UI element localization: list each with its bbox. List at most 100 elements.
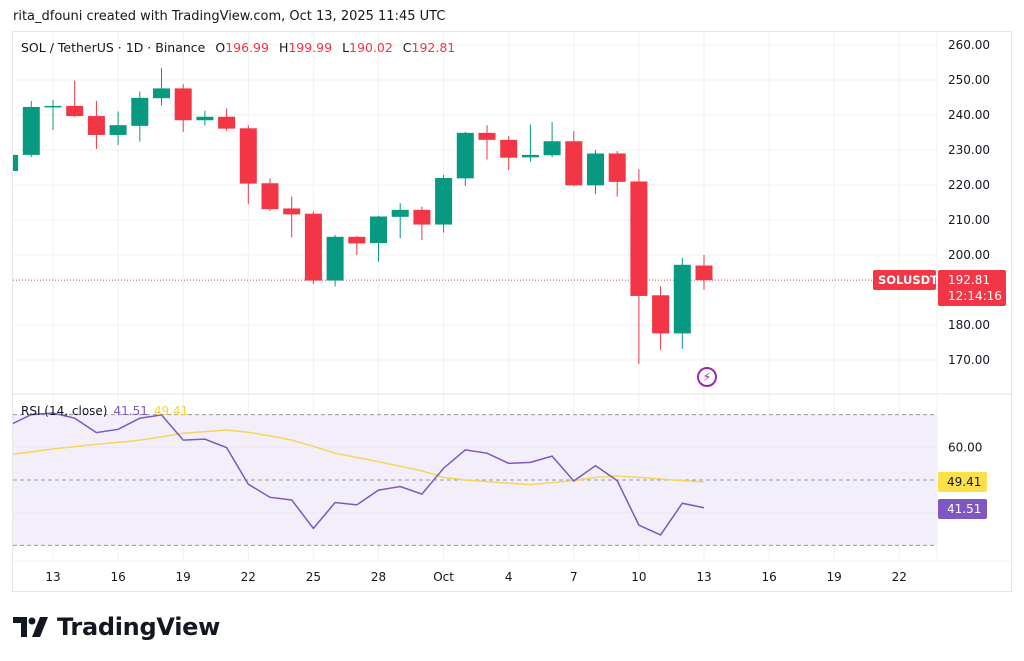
candle-2025-09-29: [391, 203, 409, 239]
candle-2025-10-02: [456, 131, 474, 187]
symbol-badge: SOLUSDT: [873, 270, 938, 290]
candle-2025-09-27: [348, 235, 366, 255]
candle-2025-10-05: [521, 124, 539, 162]
low-label: L: [342, 40, 350, 55]
x-tick-label: 25: [306, 570, 321, 584]
x-tick-label: 22: [241, 570, 256, 584]
tradingview-logo[interactable]: TradingView: [13, 613, 220, 641]
x-tick-label: 7: [570, 570, 578, 584]
candle-2025-10-09: [608, 151, 626, 197]
candle-body: [109, 125, 127, 135]
candle-body: [153, 88, 170, 99]
candle-body: [456, 132, 474, 179]
candle-body: [283, 208, 301, 215]
candle-2025-09-20: [196, 110, 214, 126]
candle-body: [565, 141, 583, 186]
candle-2025-09-19: [174, 84, 192, 132]
candle-body: [131, 97, 149, 126]
x-tick-label: 19: [176, 570, 191, 584]
x-tick-label: 16: [110, 570, 125, 584]
y-tick-label: 220.00: [948, 178, 990, 192]
candle-2025-10-06: [543, 122, 561, 158]
candle-2025-09-22: [239, 125, 257, 204]
candle-2025-10-07: [565, 131, 583, 187]
chart-credit: rita_dfouni created with TradingView.com…: [13, 9, 446, 24]
candle-2025-10-13: [695, 255, 713, 290]
symbol-title[interactable]: SOL / TetherUS · 1D · Binance: [21, 40, 206, 55]
candle-body: [196, 116, 214, 121]
candle-2025-09-11: [13, 154, 19, 171]
candle-2025-09-21: [218, 108, 236, 131]
candle-body: [239, 128, 257, 184]
candle-2025-09-26: [326, 235, 344, 287]
candle-body: [370, 216, 387, 244]
candle-2025-09-13: [44, 99, 62, 131]
candle-2025-09-14: [66, 80, 84, 118]
close-label: C: [402, 40, 412, 55]
rsi-tick-label: 60.00: [948, 440, 982, 454]
x-tick-label: 22: [892, 570, 907, 584]
candle-2025-09-24: [283, 196, 301, 238]
candle-body: [478, 132, 496, 140]
y-tick-label: 260.00: [948, 38, 990, 52]
last-price-badge: 192.81 12:14:16: [938, 270, 1006, 306]
candle-body: [673, 264, 691, 334]
candle-body: [22, 106, 40, 155]
candle-body: [521, 154, 539, 158]
low-value: 190.02: [349, 40, 393, 55]
tradingview-logo-icon: [13, 617, 48, 637]
x-tick-label: 4: [505, 570, 513, 584]
candle-body: [543, 141, 561, 156]
last-price: 192.81: [948, 273, 990, 287]
y-tick-label: 200.00: [948, 248, 990, 262]
lightning-icon[interactable]: ⚡: [697, 367, 717, 387]
x-tick-label: 13: [696, 570, 711, 584]
candle-body: [695, 265, 713, 281]
chart-frame: [12, 31, 1012, 592]
candle-2025-10-03: [478, 125, 496, 160]
candle-2025-09-12: [22, 101, 40, 157]
candle-body: [500, 139, 518, 158]
candle-2025-10-04: [500, 136, 518, 170]
x-tick-label: 28: [371, 570, 386, 584]
high-value: 199.99: [288, 40, 333, 55]
candle-body: [218, 116, 236, 129]
candle-body: [630, 181, 648, 296]
candle-body: [304, 213, 322, 281]
candle-2025-09-15: [87, 101, 105, 149]
y-tick-label: 210.00: [948, 213, 990, 227]
candle-2025-10-08: [587, 150, 604, 195]
rsi-badge: 41.51: [938, 499, 987, 519]
rsi-legend: RSI (14, close) 41.51 49.41: [21, 404, 188, 418]
rsi-legend-value: 41.51: [113, 404, 148, 418]
candle-2025-10-10: [630, 169, 648, 364]
candle-2025-10-11: [652, 286, 670, 350]
candle-2025-10-12: [673, 257, 691, 349]
symbol-legend: SOL / TetherUS · 1D · Binance O196.99 H1…: [21, 40, 455, 55]
candle-body: [261, 183, 279, 210]
candles: [13, 68, 937, 364]
high-label: H: [278, 40, 289, 55]
open-value: 196.99: [225, 40, 269, 55]
candle-body: [587, 153, 604, 186]
candle-2025-09-18: [153, 68, 170, 106]
candle-body: [413, 209, 431, 225]
candle-2025-10-01: [435, 174, 453, 233]
candle-body: [44, 105, 62, 108]
candle-body: [326, 236, 344, 281]
candle-2025-09-23: [261, 178, 279, 211]
candle-2025-09-28: [370, 215, 387, 262]
candle-body: [391, 209, 409, 217]
tradingview-logo-text: TradingView: [57, 613, 220, 641]
candle-2025-09-30: [413, 206, 431, 240]
bar-countdown: 12:14:16: [948, 289, 1002, 303]
y-tick-label: 240.00: [948, 108, 990, 122]
candle-body: [652, 295, 670, 334]
candle-body: [87, 116, 105, 135]
rsi-title[interactable]: RSI (14, close): [21, 404, 108, 418]
x-tick-label: 16: [761, 570, 776, 584]
x-tick-label: 13: [45, 570, 60, 584]
x-tick-label: 10: [631, 570, 646, 584]
candle-2025-09-16: [109, 111, 127, 146]
